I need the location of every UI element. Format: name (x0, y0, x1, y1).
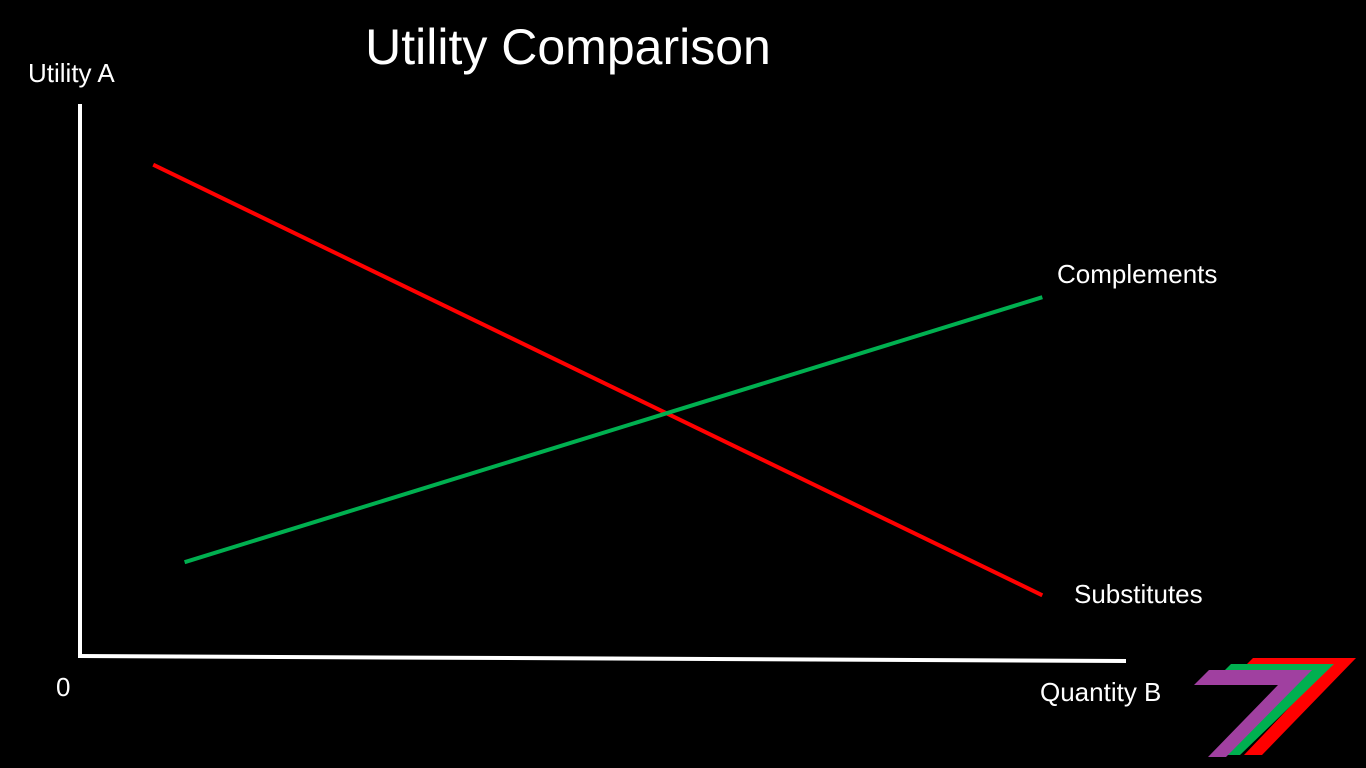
x-axis-label: Quantity B (1040, 677, 1161, 707)
x-axis-line (77, 654, 1127, 663)
series-line-substitutes (152, 162, 1044, 598)
origin-label: 0 (56, 672, 70, 702)
series-label-substitutes: Substitutes (1074, 579, 1203, 609)
chart-title: Utility Comparison (365, 19, 771, 75)
series-label-complements: Complements (1057, 259, 1217, 289)
stacked-7-logo-icon (1194, 658, 1356, 757)
series-line-complements (184, 295, 1043, 565)
logo-red-stroke (1238, 658, 1356, 755)
y-axis-label: Utility A (28, 58, 115, 88)
series-layer (152, 162, 1044, 598)
logo-purple-stroke (1194, 670, 1312, 757)
